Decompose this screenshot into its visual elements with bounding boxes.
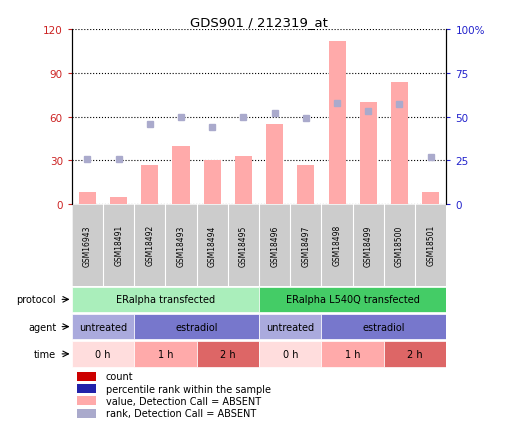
Text: estradiol: estradiol bbox=[175, 322, 218, 332]
Bar bbox=[322, 341, 384, 367]
Bar bbox=[422, 193, 439, 204]
Bar bbox=[298, 165, 314, 204]
Bar bbox=[391, 82, 408, 204]
Bar bbox=[77, 409, 96, 418]
Bar bbox=[360, 103, 377, 204]
Text: untreated: untreated bbox=[266, 322, 314, 332]
Text: GSM18494: GSM18494 bbox=[208, 225, 217, 266]
Bar bbox=[172, 146, 190, 204]
Bar bbox=[259, 341, 322, 367]
Bar bbox=[134, 341, 196, 367]
Text: estradiol: estradiol bbox=[363, 322, 405, 332]
Bar bbox=[259, 287, 446, 312]
Bar bbox=[110, 197, 127, 204]
Text: percentile rank within the sample: percentile rank within the sample bbox=[106, 384, 270, 394]
Text: GSM18495: GSM18495 bbox=[239, 225, 248, 266]
Bar bbox=[72, 287, 259, 312]
Text: GSM16943: GSM16943 bbox=[83, 224, 92, 266]
Bar bbox=[384, 341, 446, 367]
Text: untreated: untreated bbox=[79, 322, 127, 332]
Text: 2 h: 2 h bbox=[407, 349, 423, 359]
Text: GSM18499: GSM18499 bbox=[364, 225, 373, 266]
Text: 0 h: 0 h bbox=[283, 349, 298, 359]
Bar bbox=[235, 157, 252, 204]
Bar bbox=[196, 341, 259, 367]
Text: time: time bbox=[34, 349, 56, 359]
Bar bbox=[322, 314, 446, 340]
Text: GSM18493: GSM18493 bbox=[176, 225, 186, 266]
Bar bbox=[259, 314, 322, 340]
Bar bbox=[328, 42, 346, 204]
Bar bbox=[77, 372, 96, 381]
Text: GSM18500: GSM18500 bbox=[395, 225, 404, 266]
Bar bbox=[79, 193, 96, 204]
Text: GSM18492: GSM18492 bbox=[145, 225, 154, 266]
Text: rank, Detection Call = ABSENT: rank, Detection Call = ABSENT bbox=[106, 408, 256, 418]
Text: ERalpha transfected: ERalpha transfected bbox=[116, 295, 215, 305]
Text: protocol: protocol bbox=[16, 295, 56, 305]
Text: GSM18498: GSM18498 bbox=[332, 225, 342, 266]
Text: agent: agent bbox=[28, 322, 56, 332]
Text: 1 h: 1 h bbox=[345, 349, 361, 359]
Title: GDS901 / 212319_at: GDS901 / 212319_at bbox=[190, 16, 328, 29]
Bar bbox=[77, 385, 96, 393]
Text: 2 h: 2 h bbox=[220, 349, 235, 359]
Bar bbox=[77, 397, 96, 405]
Text: ERalpha L540Q transfected: ERalpha L540Q transfected bbox=[286, 295, 420, 305]
Bar bbox=[266, 125, 283, 204]
Text: value, Detection Call = ABSENT: value, Detection Call = ABSENT bbox=[106, 396, 261, 406]
Text: 1 h: 1 h bbox=[157, 349, 173, 359]
Text: GSM18497: GSM18497 bbox=[301, 225, 310, 266]
Text: GSM18501: GSM18501 bbox=[426, 225, 435, 266]
Bar bbox=[72, 341, 134, 367]
Bar bbox=[204, 161, 221, 204]
Text: 0 h: 0 h bbox=[95, 349, 111, 359]
Bar bbox=[72, 314, 134, 340]
Text: GSM18496: GSM18496 bbox=[270, 225, 279, 266]
Text: GSM18491: GSM18491 bbox=[114, 225, 123, 266]
Bar bbox=[134, 314, 259, 340]
Text: count: count bbox=[106, 372, 133, 381]
Bar bbox=[141, 165, 159, 204]
